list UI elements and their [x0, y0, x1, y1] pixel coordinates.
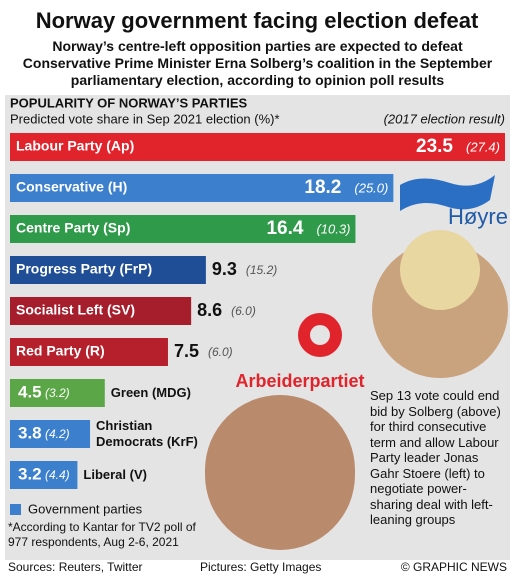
- credit: © GRAPHIC NEWS: [401, 560, 507, 574]
- bar: [10, 297, 192, 325]
- value-label: 9.3: [212, 259, 237, 279]
- bar: [10, 256, 206, 284]
- bar-label: Centre Party (Sp): [16, 220, 130, 236]
- bar-label: Conservative (H): [16, 179, 127, 195]
- value-label: 3.8: [18, 423, 42, 442]
- bar: [10, 461, 78, 489]
- footnote: *According to Kantar for TV2 poll of 977…: [8, 520, 196, 549]
- value-label: 23.5: [416, 136, 453, 157]
- bar-label: Red Party (R): [16, 343, 105, 359]
- logo-ap: Arbeiderpartiet: [235, 371, 364, 391]
- prior-label: (27.4): [466, 139, 500, 154]
- value-label: 8.6: [197, 300, 222, 320]
- prior-label: (4.2): [45, 427, 70, 441]
- value-label: 16.4: [266, 218, 303, 239]
- legend-swatch: [10, 504, 21, 515]
- bar: [10, 174, 394, 202]
- bar: [10, 133, 505, 161]
- annotation-box: Sep 13 vote could end bid by Solberg (ab…: [370, 388, 501, 527]
- category-label-box: Christian Democrats (KrF): [96, 418, 198, 449]
- subtitle-box: Norway’s centre-left opposition parties …: [22, 38, 493, 88]
- bar: [10, 420, 91, 448]
- footnote-box: *According to Kantar for TV2 poll of 977…: [8, 520, 196, 549]
- value-label: 4.5: [18, 382, 42, 401]
- photo-stoere: [205, 395, 355, 550]
- bar: [10, 215, 356, 243]
- category-label: Green (MDG): [110, 385, 191, 400]
- bar-label: Socialist Left (SV): [16, 302, 135, 318]
- prior-label: (6.0): [231, 304, 256, 318]
- prior-label: (15.2): [246, 263, 277, 277]
- category-label-box: Green (MDG): [110, 385, 191, 400]
- prior-label: (3.2): [45, 386, 70, 400]
- value-label: 3.2: [18, 464, 42, 483]
- subtitle: Norway’s centre-left opposition parties …: [22, 38, 493, 88]
- section-title: POPULARITY OF NORWAY’S PARTIES: [10, 95, 247, 110]
- category-label: Liberal (V): [83, 467, 147, 482]
- chart-title: Norway government facing election defeat: [36, 8, 479, 33]
- bar-label: Progress Party (FrP): [16, 261, 152, 277]
- category-label: Christian Democrats (KrF): [96, 418, 198, 449]
- annotation: Sep 13 vote could end bid by Solberg (ab…: [370, 388, 501, 527]
- value-label: 7.5: [174, 341, 199, 361]
- logo-hoyre: Høyre: [448, 204, 508, 229]
- series-name: (2017 election result): [384, 111, 505, 126]
- prior-label: (25.0): [354, 180, 388, 195]
- bar-label: Labour Party (Ap): [16, 138, 134, 154]
- ap-rose-inner: [310, 325, 330, 345]
- pictures: Pictures: Getty Images: [200, 560, 321, 574]
- value-label: 18.2: [304, 177, 341, 198]
- prior-label: (10.3): [316, 221, 350, 236]
- legend-label: Government parties: [28, 501, 143, 516]
- prior-label: (4.4): [45, 468, 70, 482]
- hoyre-flag: [400, 175, 495, 211]
- photo-hair: [400, 230, 480, 310]
- bar: [10, 338, 168, 366]
- sources: Sources: Reuters, Twitter: [8, 560, 143, 574]
- bar: [10, 379, 105, 407]
- axis-label: Predicted vote share in Sep 2021 electio…: [10, 111, 280, 126]
- prior-label: (6.0): [208, 345, 233, 359]
- category-label-box: Liberal (V): [83, 467, 147, 482]
